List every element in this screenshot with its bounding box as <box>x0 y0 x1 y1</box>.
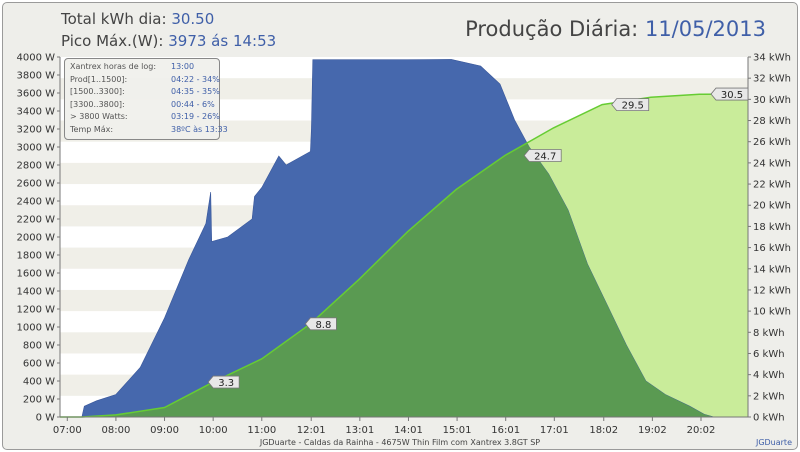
y-right-tick-label: 28 kWh <box>753 116 791 127</box>
y-left-tick-label: 2400 W <box>16 197 55 208</box>
y-left-tick-label: 1600 W <box>16 269 55 280</box>
y-left-tick-label: 2800 W <box>16 161 55 172</box>
y-right-tick-label: 34 kWh <box>753 53 791 64</box>
y-right-tick-label: 20 kWh <box>753 201 791 212</box>
y-left-tick-label: 2600 W <box>16 179 55 190</box>
peak-line: Pico Máx.(W): 3973 ás 14:53 <box>61 32 276 50</box>
y-right-tick-label: 0 kWh <box>753 413 785 424</box>
y-left-tick-label: 800 W <box>23 341 55 352</box>
info-row-label: Xantrex horas de log: <box>70 62 157 71</box>
total-kwh-label: Total kWh dia: <box>61 10 167 28</box>
y-left-tick-label: 2200 W <box>16 215 55 226</box>
x-tick-label: 18:02 <box>589 425 618 436</box>
footer-caption: JGDuarte - Caldas da Rainha - 4675W Thin… <box>259 438 541 447</box>
x-tick-label: 17:01 <box>540 425 569 436</box>
info-row-label: Temp Máx: <box>70 124 114 134</box>
data-label: 30.5 <box>710 87 749 101</box>
x-tick-label: 20:02 <box>687 425 716 436</box>
y-left-tick-label: 3600 W <box>16 89 55 100</box>
data-label: 29.5 <box>611 98 650 112</box>
y-left-tick-label: 600 W <box>23 359 55 370</box>
info-row-label: Prod[1..1500]: <box>70 74 128 84</box>
data-label-text: 30.5 <box>721 90 743 101</box>
y-right-tick-label: 32 kWh <box>753 74 791 85</box>
info-row-value: 00:44 - 6% <box>171 99 215 109</box>
y-left-tick-label: 0 W <box>36 413 56 424</box>
info-row-label: > 3800 Watts: <box>70 112 128 121</box>
title-date: 11/05/2013 <box>644 17 766 41</box>
x-tick-label: 10:00 <box>199 425 228 436</box>
y-right-tick-label: 18 kWh <box>753 222 791 233</box>
info-row-label: [3300..3800]: <box>70 99 125 109</box>
x-tick-label: 13:01 <box>345 425 374 436</box>
y-right-tick-label: 30 kWh <box>753 95 791 106</box>
data-label-text: 29.5 <box>622 101 644 112</box>
y-left-tick-label: 3200 W <box>16 125 55 136</box>
x-tick-label: 12:01 <box>297 425 326 436</box>
data-label-text: 8.8 <box>315 320 331 331</box>
x-tick-label: 16:01 <box>491 425 520 436</box>
y-left-tick-label: 3000 W <box>16 143 55 154</box>
y-right-tick-label: 2 kWh <box>753 391 785 402</box>
info-row-value: 38ºC às 13:33 <box>171 124 228 134</box>
y-right-tick-label: 16 kWh <box>753 243 791 254</box>
data-label-box <box>207 375 240 389</box>
chart-title: Produção Diária: 11/05/2013 <box>465 17 766 41</box>
y-left-tick-label: 1400 W <box>16 287 55 298</box>
y-right-tick-label: 24 kWh <box>753 158 791 169</box>
title-label: Produção Diária: <box>465 17 639 41</box>
x-tick-label: 07:00 <box>53 425 82 436</box>
y-right-tick-label: 26 kWh <box>753 137 791 148</box>
y-right-tick-label: 14 kWh <box>753 264 791 275</box>
y-left-tick-label: 1200 W <box>16 305 55 316</box>
x-tick-label: 15:01 <box>443 425 472 436</box>
x-tick-label: 14:01 <box>394 425 423 436</box>
data-label-text: 3.3 <box>218 378 234 389</box>
footer-credit: JGDuarte <box>755 438 792 447</box>
data-label-box <box>611 98 650 112</box>
y-left-tick-label: 200 W <box>23 395 55 406</box>
y-right-tick-label: 6 kWh <box>753 349 785 360</box>
data-label: 8.8 <box>304 317 337 331</box>
y-right-tick-label: 12 kWh <box>753 285 791 296</box>
data-label-box <box>710 87 749 101</box>
x-tick-label: 09:00 <box>150 425 179 436</box>
y-left-tick-label: 400 W <box>23 377 55 388</box>
y-right-tick-label: 22 kWh <box>753 180 791 191</box>
data-label-box <box>304 317 337 331</box>
total-kwh-line: Total kWh dia: 30.50 <box>61 10 214 28</box>
y-left-tick-label: 1000 W <box>16 323 55 334</box>
info-box: Xantrex horas de log: 13:00 Prod[1..1500]:… <box>64 58 228 140</box>
info-row-value: 04:22 - 34% <box>171 74 220 84</box>
x-tick-label: 19:02 <box>638 425 667 436</box>
y-right-tick-label: 4 kWh <box>753 370 785 381</box>
peak-value: 3973 ás 14:53 <box>168 32 277 50</box>
data-label-text: 24.7 <box>534 151 556 162</box>
info-row-label: [1500..3300]: <box>70 87 125 96</box>
y-left-tick-label: 4000 W <box>16 53 55 64</box>
y-left-tick-label: 1800 W <box>16 251 55 262</box>
y-left-tick-label: 3400 W <box>16 107 55 118</box>
y-left-tick-label: 2000 W <box>16 233 55 244</box>
info-row-value: 13:00 <box>171 62 195 71</box>
x-tick-label: 11:00 <box>247 425 276 436</box>
data-label: 24.7 <box>523 149 562 162</box>
total-kwh-value: 30.50 <box>171 10 215 28</box>
y-left-tick-label: 3800 W <box>16 71 55 82</box>
data-label: 3.3 <box>207 375 240 389</box>
x-tick-label: 08:00 <box>102 425 131 436</box>
y-right-tick-label: 10 kWh <box>753 307 791 318</box>
y-right-tick-label: 8 kWh <box>753 328 785 339</box>
info-row-value: 04:35 - 35% <box>171 87 220 96</box>
info-row-value: 03:19 - 26% <box>171 112 220 121</box>
data-label-box <box>523 149 562 162</box>
peak-label: Pico Máx.(W): <box>61 32 164 50</box>
